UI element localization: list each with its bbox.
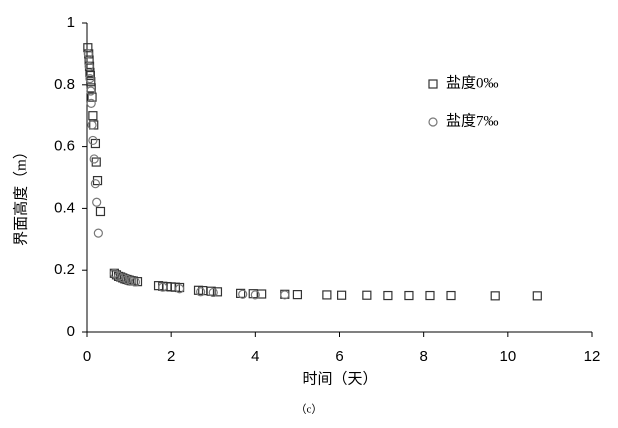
legend-marker xyxy=(428,117,438,127)
point xyxy=(206,286,216,296)
point xyxy=(88,111,98,121)
x-tick-label: 10 xyxy=(499,348,516,365)
point xyxy=(158,282,168,292)
point xyxy=(83,49,93,59)
y-tick-label: 0.8 xyxy=(54,76,75,93)
point xyxy=(196,287,206,297)
x-tick-label: 0 xyxy=(83,348,91,365)
x-axis-title: 时间（天） xyxy=(302,370,377,387)
point xyxy=(208,287,218,298)
point xyxy=(84,61,94,71)
legend-label: 盐度7‰ xyxy=(446,112,499,129)
point xyxy=(84,55,94,65)
x-tick-label: 8 xyxy=(419,348,427,365)
point xyxy=(212,287,223,297)
x-tick-label: 12 xyxy=(584,348,601,365)
legend-label: 盐度0‰ xyxy=(446,74,499,91)
x-tick-label: 4 xyxy=(251,348,259,365)
point xyxy=(446,290,456,301)
y-tick-label: 0.4 xyxy=(54,199,75,216)
point xyxy=(126,276,136,286)
point xyxy=(85,70,95,81)
y-tick-label: 0.6 xyxy=(54,138,75,155)
point xyxy=(322,290,332,300)
y-tick-label: 0.2 xyxy=(54,261,75,278)
point xyxy=(383,290,393,301)
point xyxy=(238,289,248,299)
y-tick-label: 0 xyxy=(67,323,75,340)
point xyxy=(85,74,95,84)
point xyxy=(280,290,290,300)
point xyxy=(257,289,267,299)
point xyxy=(130,277,140,287)
point xyxy=(113,271,124,281)
point xyxy=(86,98,96,108)
point xyxy=(532,291,542,301)
point xyxy=(118,273,128,283)
point xyxy=(95,206,106,217)
point xyxy=(89,154,99,164)
y-tick-label: 1 xyxy=(67,14,75,31)
x-tick-label: 2 xyxy=(167,348,175,365)
point xyxy=(87,120,97,130)
point xyxy=(87,92,97,102)
point xyxy=(88,135,98,146)
point xyxy=(337,290,347,300)
point xyxy=(362,290,372,300)
legend-marker xyxy=(428,79,438,89)
point xyxy=(490,291,500,301)
point xyxy=(122,274,132,285)
y-axis-title: 界面高度（m） xyxy=(12,144,29,246)
point xyxy=(90,179,101,189)
point xyxy=(404,290,414,301)
point xyxy=(93,228,103,238)
point xyxy=(83,43,93,53)
x-tick-label: 6 xyxy=(335,348,343,365)
point xyxy=(174,284,185,294)
point xyxy=(90,138,101,149)
caption: （c） xyxy=(296,403,323,416)
point xyxy=(425,290,435,301)
point xyxy=(292,290,303,300)
point xyxy=(86,83,96,93)
point xyxy=(92,197,102,207)
point xyxy=(250,290,260,300)
point xyxy=(86,86,96,96)
